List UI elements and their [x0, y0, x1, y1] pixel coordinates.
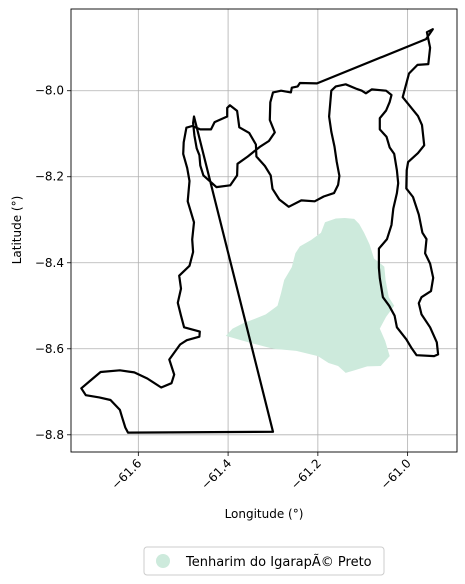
axes-background — [71, 9, 457, 452]
y-tick-label: −8.8 — [35, 428, 64, 442]
plot-area — [70, 8, 458, 453]
x-axis-title: Longitude (°) — [225, 507, 304, 521]
legend-marker-territory — [156, 554, 170, 568]
y-axis-ticks: −8.0 −8.2 −8.4 −8.6 −8.8 — [35, 84, 71, 442]
legend-box — [143, 546, 385, 576]
y-axis-title: Latitude (°) — [10, 196, 24, 265]
legend: Tenharim do IgarapÃ© Preto — [143, 546, 385, 576]
legend-label-territory: Tenharim do IgarapÃ© Preto — [185, 554, 372, 570]
y-tick-label: −8.0 — [35, 84, 64, 98]
y-tick-label: −8.2 — [35, 170, 64, 184]
y-tick-label: −8.6 — [35, 342, 64, 356]
y-tick-label: −8.4 — [35, 256, 64, 270]
indigenous-territory-area[interactable] — [225, 218, 395, 373]
municipality-boundary-outline — [80, 28, 440, 434]
axes-frame — [70, 8, 458, 453]
